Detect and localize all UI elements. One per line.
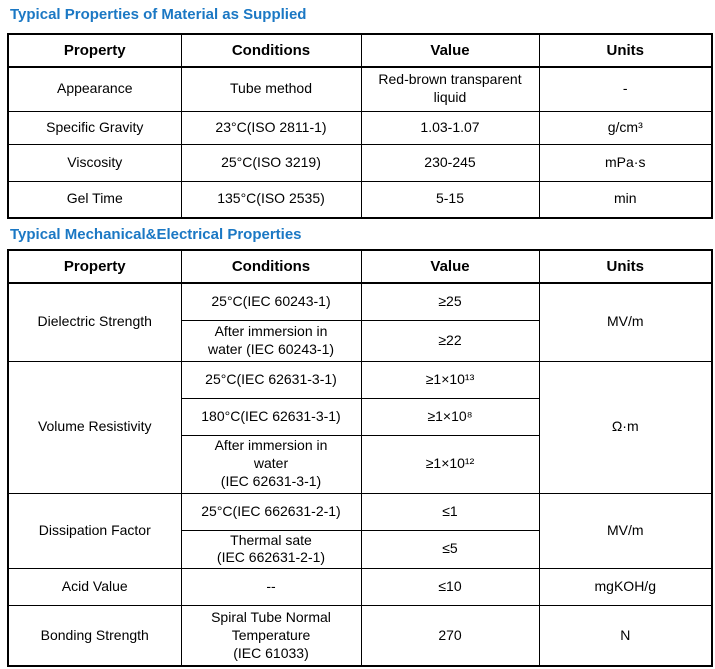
value-cell: ≥25	[360, 282, 540, 321]
conditions-cell: Tube method	[180, 66, 362, 112]
conditions-cell: 135°C(ISO 2535)	[180, 180, 362, 219]
table-row: After immersion in water (IEC 62631-3-1)…	[8, 434, 712, 494]
table-row: Viscosity 25°C(ISO 3219) 230-245 mPa·s	[7, 143, 713, 182]
column-header-units: Units	[538, 33, 713, 68]
column-header-property: Property	[7, 33, 182, 68]
conditions-cell: 25°C(IEC 60243-1)	[180, 282, 362, 321]
units-cell: mPa·s	[538, 143, 713, 182]
units-cell: N	[538, 605, 713, 667]
property-cell: Dielectric Strength	[7, 282, 182, 362]
conditions-cell: --	[180, 568, 362, 607]
table-header-row: Property Conditions Value Units	[7, 249, 713, 284]
conditions-cell: Spiral Tube Normal Temperature (IEC 6103…	[180, 605, 362, 667]
units-cell: Ω·m	[538, 360, 713, 494]
table-row: Volume Resistivity 25°C(IEC 62631-3-1) ≥…	[7, 360, 713, 494]
value-cell: 1.03-1.07	[360, 110, 540, 145]
column-header-conditions: Conditions	[180, 33, 362, 68]
property-cell: Specific Gravity	[7, 110, 182, 145]
units-cell: MV/m	[538, 492, 713, 570]
table-row: Dissipation Factor 25°C(IEC 662631-2-1) …	[7, 492, 713, 570]
column-header-value: Value	[360, 33, 540, 68]
value-cell: ≤10	[360, 568, 540, 607]
table-row: Gel Time 135°C(ISO 2535) 5-15 min	[7, 180, 713, 219]
mechanical-electrical-table: Property Conditions Value Units Dielectr…	[7, 249, 713, 667]
value-cell: ≥22	[360, 319, 540, 362]
table-row: Thermal sate (IEC 662631-2-1) ≤5	[8, 529, 712, 570]
units-cell: MV/m	[538, 282, 713, 362]
units-cell: -	[538, 66, 713, 112]
table-row: Appearance Tube method Red-brown transpa…	[7, 66, 713, 112]
property-cell: Dissipation Factor	[7, 492, 182, 570]
property-cell: Volume Resistivity	[7, 360, 182, 494]
property-cell: Bonding Strength	[7, 605, 182, 667]
column-header-value: Value	[360, 249, 540, 284]
value-cell: 5-15	[360, 180, 540, 219]
column-header-property: Property	[7, 249, 182, 284]
supplied-properties-table: Property Conditions Value Units Appearan…	[7, 33, 713, 219]
conditions-cell: 25°C(ISO 3219)	[180, 143, 362, 182]
table-row: 180°C(IEC 62631-3-1) ≥1×10⁸	[8, 397, 712, 436]
table-row: Specific Gravity 23°C(ISO 2811-1) 1.03-1…	[7, 110, 713, 145]
value-cell: ≥1×10¹²	[360, 434, 540, 494]
table-row: Dielectric Strength 25°C(IEC 60243-1) ≥2…	[7, 282, 713, 362]
conditions-cell: After immersion in water (IEC 62631-3-1)	[180, 434, 362, 494]
property-cell: Viscosity	[7, 143, 182, 182]
table-row: Bonding Strength Spiral Tube Normal Temp…	[7, 605, 713, 667]
property-cell: Acid Value	[7, 568, 182, 607]
conditions-cell: After immersion in water (IEC 60243-1)	[180, 319, 362, 362]
section-title-supplied: Typical Properties of Material as Suppli…	[10, 6, 307, 23]
units-cell: min	[538, 180, 713, 219]
table-header-row: Property Conditions Value Units	[7, 33, 713, 68]
value-cell: ≤5	[360, 529, 540, 570]
property-cell: Gel Time	[7, 180, 182, 219]
value-cell: ≥1×10⁸	[360, 397, 540, 436]
section-title-mechanical-electrical: Typical Mechanical&Electrical Properties	[10, 226, 302, 243]
value-cell: Red-brown transparent liquid	[360, 66, 540, 112]
table-row: Acid Value -- ≤10 mgKOH/g	[7, 568, 713, 607]
value-cell: 230-245	[360, 143, 540, 182]
value-cell: 270	[360, 605, 540, 667]
property-cell: Appearance	[7, 66, 182, 112]
conditions-cell: 25°C(IEC 662631-2-1)	[180, 492, 362, 531]
units-cell: mgKOH/g	[538, 568, 713, 607]
conditions-cell: 25°C(IEC 62631-3-1)	[180, 360, 362, 399]
conditions-cell: Thermal sate (IEC 662631-2-1)	[180, 529, 362, 570]
units-cell: g/cm³	[538, 110, 713, 145]
column-header-conditions: Conditions	[180, 249, 362, 284]
conditions-cell: 23°C(ISO 2811-1)	[180, 110, 362, 145]
column-header-units: Units	[538, 249, 713, 284]
value-cell: ≤1	[360, 492, 540, 531]
conditions-cell: 180°C(IEC 62631-3-1)	[180, 397, 362, 436]
value-cell: ≥1×10¹³	[360, 360, 540, 399]
